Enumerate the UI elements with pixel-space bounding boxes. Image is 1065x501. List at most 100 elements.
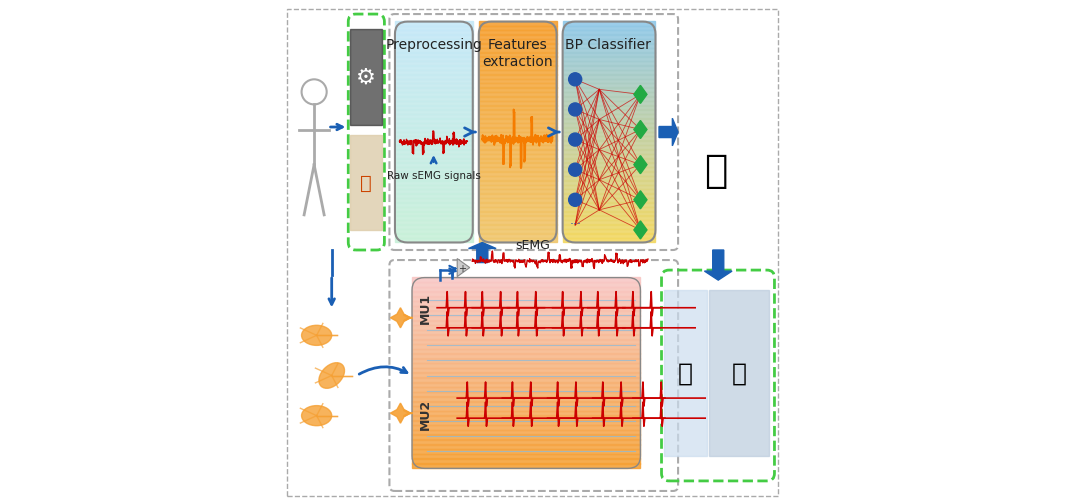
Bar (479, 84, 557, 89)
Bar (412, 401, 640, 407)
Bar (479, 137, 557, 142)
Bar (479, 93, 557, 98)
Bar (395, 238, 473, 243)
Bar (395, 119, 473, 124)
Bar (412, 278, 640, 283)
Bar (412, 349, 640, 354)
Circle shape (569, 194, 581, 207)
Bar (562, 88, 655, 93)
Bar (562, 101, 655, 106)
Bar (412, 373, 640, 378)
Bar (412, 358, 640, 364)
Bar (412, 425, 640, 430)
Bar (395, 207, 473, 212)
Bar (479, 53, 557, 58)
Bar (562, 198, 655, 203)
Bar (395, 225, 473, 230)
Bar (395, 189, 473, 194)
Bar (412, 444, 640, 449)
Bar (562, 216, 655, 221)
Bar (479, 101, 557, 106)
Bar (479, 163, 557, 168)
Bar (562, 154, 655, 159)
Bar (562, 79, 655, 84)
Bar (709, 291, 769, 456)
Bar (562, 106, 655, 111)
Text: 💪: 💪 (732, 361, 747, 385)
Bar (395, 35, 473, 40)
Bar (395, 71, 473, 76)
Bar (562, 53, 655, 58)
Bar (395, 106, 473, 111)
Bar (562, 220, 655, 225)
Bar (412, 406, 640, 411)
Bar (479, 115, 557, 120)
Bar (562, 49, 655, 54)
Bar (350, 135, 382, 230)
Circle shape (569, 74, 581, 87)
Polygon shape (634, 221, 646, 239)
Bar (562, 159, 655, 164)
FancyArrow shape (469, 243, 496, 263)
Bar (562, 137, 655, 142)
Bar (395, 31, 473, 36)
Bar (479, 207, 557, 212)
Bar (395, 101, 473, 106)
Bar (395, 62, 473, 67)
Bar (479, 40, 557, 45)
Text: 📱: 📱 (677, 361, 692, 385)
Bar (562, 93, 655, 98)
Bar (479, 211, 557, 216)
Bar (395, 79, 473, 84)
Bar (562, 97, 655, 102)
Bar (395, 145, 473, 150)
Bar (479, 44, 557, 49)
Bar (412, 378, 640, 383)
Bar (395, 97, 473, 102)
Bar (479, 185, 557, 190)
Bar (395, 154, 473, 159)
Bar (479, 176, 557, 181)
Bar (562, 57, 655, 62)
Bar (395, 141, 473, 146)
Bar (562, 44, 655, 49)
Bar (562, 110, 655, 115)
Bar (562, 35, 655, 40)
Bar (479, 203, 557, 208)
Bar (395, 75, 473, 80)
Bar (412, 287, 640, 292)
Bar (412, 434, 640, 440)
Bar (479, 141, 557, 146)
Bar (479, 49, 557, 54)
Bar (479, 198, 557, 203)
Bar (562, 71, 655, 76)
Bar (395, 66, 473, 71)
Bar (479, 194, 557, 199)
Bar (562, 84, 655, 89)
Bar (479, 216, 557, 221)
Bar (412, 321, 640, 326)
Bar (479, 79, 557, 84)
Bar (412, 297, 640, 302)
Bar (562, 119, 655, 124)
Bar (562, 176, 655, 181)
Bar (562, 229, 655, 234)
Bar (562, 225, 655, 230)
Bar (412, 339, 640, 345)
Bar (412, 449, 640, 454)
Bar (562, 141, 655, 146)
Bar (412, 325, 640, 331)
Circle shape (569, 104, 581, 117)
Bar (412, 439, 640, 445)
Text: Preprocessing: Preprocessing (386, 38, 482, 52)
Bar (395, 128, 473, 133)
FancyArrow shape (659, 119, 678, 146)
Bar (479, 189, 557, 194)
Bar (562, 66, 655, 71)
Polygon shape (634, 191, 646, 209)
Bar (562, 207, 655, 212)
Bar (479, 88, 557, 93)
Bar (395, 150, 473, 155)
Bar (412, 292, 640, 297)
Text: BP Classifier: BP Classifier (564, 38, 651, 52)
